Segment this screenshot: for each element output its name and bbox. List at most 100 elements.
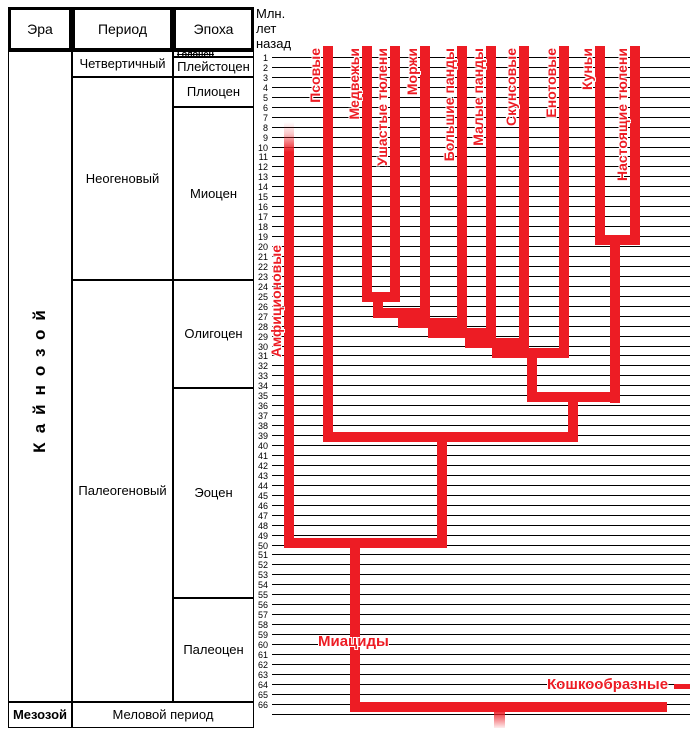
tick-gridline (272, 683, 690, 685)
tick-label-13: 13 (257, 172, 268, 183)
era-label-cenozoic: Кайнозой (30, 300, 49, 453)
tick-label-37: 37 (257, 411, 268, 422)
tick-gridline (272, 305, 690, 307)
taxon-line-mephitidae (519, 46, 529, 348)
tick-gridline (272, 544, 690, 546)
tick-gridline (272, 405, 690, 407)
tick-label-54: 54 (257, 580, 268, 591)
tick-label-52: 52 (257, 560, 268, 571)
tick-gridline (272, 395, 690, 397)
tick-gridline (272, 584, 690, 586)
tick-label-64: 64 (257, 679, 268, 690)
tick-label-38: 38 (257, 421, 268, 432)
tick-gridline (272, 96, 690, 98)
tick-label-16: 16 (257, 202, 268, 213)
tick-label-61: 61 (257, 649, 268, 660)
tick-label-51: 51 (257, 550, 268, 561)
tick-gridline (272, 504, 690, 506)
tick-label-62: 62 (257, 659, 268, 670)
tick-label-50: 50 (257, 540, 268, 551)
tick-gridline (272, 365, 690, 367)
tick-label-43: 43 (257, 470, 268, 481)
tick-label-44: 44 (257, 480, 268, 491)
tick-label-49: 49 (257, 530, 268, 541)
tick-label-28: 28 (257, 321, 268, 332)
tick-label-11: 11 (258, 152, 268, 163)
epoch-cell-paleocene: Палеоцен (173, 598, 254, 702)
tick-gridline (272, 355, 690, 357)
tick-gridline (272, 604, 690, 606)
tick-gridline (272, 176, 690, 178)
node-plus-mephitidae (465, 338, 529, 348)
taxon-line-ursidae (362, 46, 372, 302)
tick-gridline (272, 325, 690, 327)
tick-label-19: 19 (257, 232, 268, 243)
taxon-line-phocidae (630, 46, 640, 245)
tick-gridline (272, 484, 690, 486)
header-era: Эра (8, 7, 72, 51)
tick-label-66: 66 (257, 699, 268, 710)
tick-gridline (272, 106, 690, 108)
tick-label-22: 22 (257, 261, 268, 272)
tick-gridline (272, 524, 690, 526)
tick-gridline (272, 445, 690, 446)
tick-gridline (272, 663, 690, 665)
feliformia-dash (674, 684, 690, 689)
tick-gridline (272, 574, 690, 576)
tick-gridline (272, 86, 690, 88)
taxon-line-procyonidae (559, 46, 569, 358)
tick-gridline (272, 146, 690, 148)
tick-label-8: 8 (262, 122, 268, 133)
tick-gridline (272, 385, 690, 387)
tick-gridline (272, 116, 690, 118)
taxon-line-otariidae (390, 46, 400, 302)
stem-caniform-crown (568, 400, 578, 442)
tick-label-20: 20 (257, 242, 268, 252)
tick-label-46: 46 (257, 500, 268, 511)
tick-gridline (272, 534, 690, 536)
tick-label-30: 30 (257, 341, 268, 352)
tick-label-15: 15 (257, 192, 268, 203)
node-plus-red-pandas (428, 328, 496, 338)
tick-gridline (272, 614, 690, 616)
tick-label-18: 18 (257, 222, 268, 233)
tick-label-1: 1 (262, 52, 268, 63)
header-period: Период (72, 7, 173, 51)
tick-gridline (272, 564, 690, 566)
tick-label-17: 17 (257, 212, 268, 223)
tick-label-27: 27 (257, 311, 268, 322)
tick-gridline (272, 494, 690, 496)
tick-label-45: 45 (257, 490, 268, 501)
tick-label-36: 36 (257, 401, 268, 412)
stem-mustelid-clade (610, 243, 620, 403)
node-plus-procyonidae (492, 348, 569, 358)
period-cell-paleogene: Палеогеновый (72, 280, 173, 702)
tick-gridline (272, 246, 690, 247)
tick-label-2: 2 (262, 62, 268, 73)
tick-label-42: 42 (257, 460, 268, 471)
taxon-line-amphicyonidae (284, 122, 294, 548)
tick-label-5: 5 (262, 92, 268, 103)
tick-gridline (272, 156, 690, 158)
node-canidae-split (323, 432, 578, 442)
tick-gridline (272, 166, 690, 168)
tick-gridline (272, 265, 690, 267)
tick-label-47: 47 (257, 510, 268, 521)
epoch-cell-pleistocene: Плейстоцен (173, 57, 254, 77)
tick-gridline (272, 474, 690, 476)
stem-caniformia (437, 440, 447, 548)
tick-gridline (272, 315, 690, 317)
epoch-cell-holocene: Голоцен (173, 50, 254, 59)
era-cell-mesozoic: Мезозой (8, 702, 72, 728)
taxon-line-mustelidae (595, 46, 605, 245)
stem-arctoid-clade (527, 356, 537, 402)
tick-gridline (272, 464, 690, 466)
tick-label-34: 34 (257, 381, 268, 392)
feliformia-label: Кошкообразные (547, 676, 669, 693)
tick-label-23: 23 (257, 271, 268, 282)
tick-label-10: 10 (257, 142, 268, 153)
node-plus-odobenidae (373, 308, 430, 318)
tick-gridline (272, 693, 690, 695)
tick-gridline (272, 644, 690, 645)
tick-label-14: 14 (257, 182, 268, 193)
